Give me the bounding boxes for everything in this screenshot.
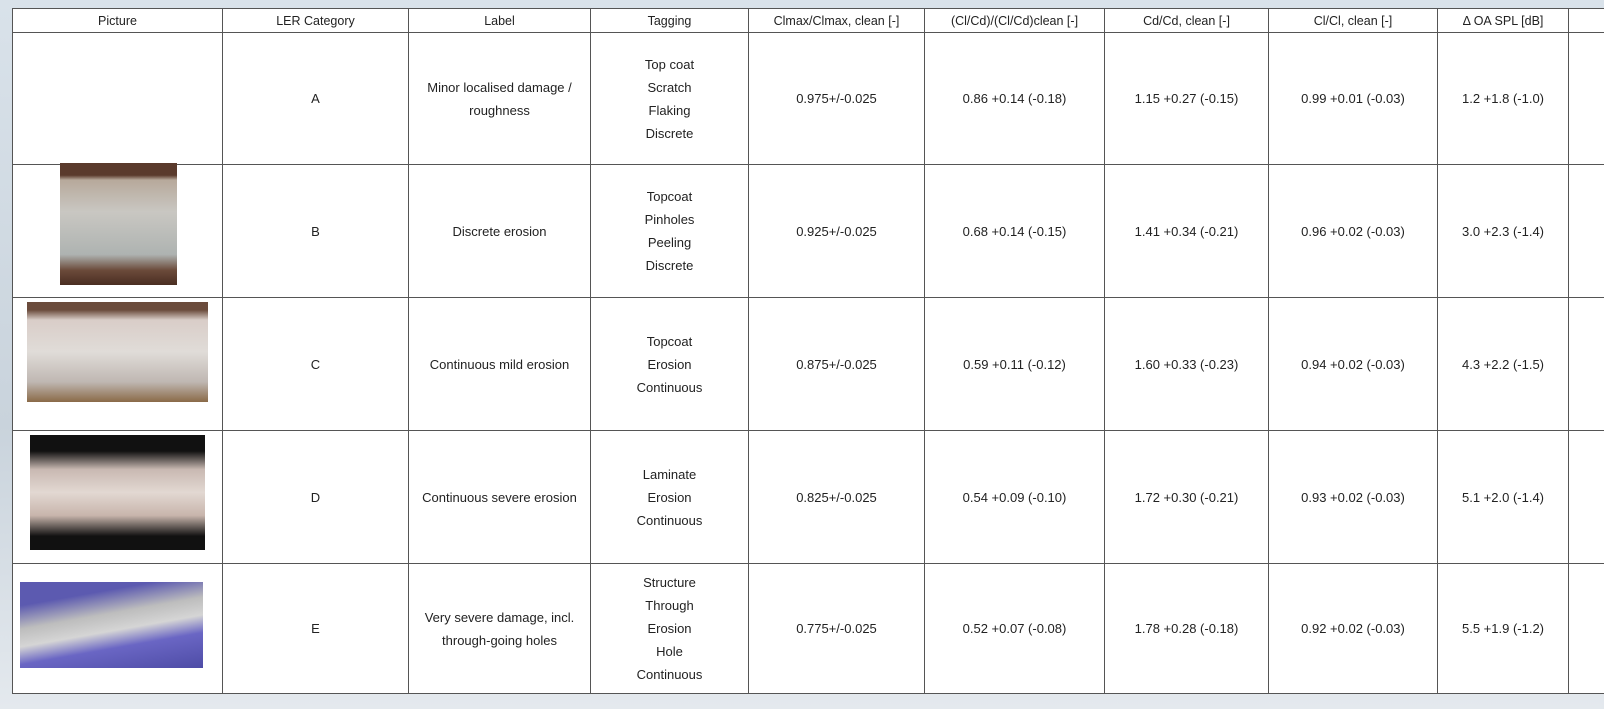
cell	[1568, 430, 1604, 564]
column-header: Picture	[12, 8, 223, 33]
category-cell: A	[222, 32, 409, 165]
spl-cell: 5.1 +2.0 (-1.4)	[1437, 430, 1569, 564]
column-header: Δ OA SPL [dB]	[1437, 8, 1569, 33]
tag: Laminate	[642, 466, 697, 482]
clcd-cell: 0.68 +0.14 (-0.15)	[924, 164, 1105, 298]
cl-cell: 0.93 +0.02 (-0.03)	[1268, 430, 1438, 564]
cl-cell: 0.99 +0.01 (-0.03)	[1268, 32, 1438, 165]
label-cell: Very severe damage, incl. through-going …	[408, 563, 591, 694]
tag: Pinholes	[644, 212, 695, 227]
tag: Erosion	[647, 356, 692, 372]
clcd-cell: 0.59 +0.11 (-0.12)	[924, 297, 1105, 431]
label-cell: Discrete erosion	[408, 164, 591, 298]
tag: Scratch	[647, 79, 692, 95]
header-cell	[1568, 8, 1604, 33]
tag: Continuous	[636, 512, 703, 528]
cd-cell: 1.15 +0.27 (-0.15)	[1104, 32, 1269, 165]
spl-cell: 4.3 +2.2 (-1.5)	[1437, 297, 1569, 431]
clcd-cell: 0.52 +0.07 (-0.08)	[924, 563, 1105, 694]
cl-cell: 0.96 +0.02 (-0.03)	[1268, 164, 1438, 298]
tag: Topcoat	[646, 189, 693, 204]
tag: Peeling	[647, 235, 692, 250]
cell	[1568, 297, 1604, 431]
column-header: Cd/Cd, clean [-]	[1104, 8, 1269, 33]
tag: Erosion	[647, 621, 692, 636]
category-cell: E	[222, 563, 409, 694]
cell	[1568, 32, 1604, 165]
tag: Through	[645, 598, 694, 613]
clmax-cell: 0.875+/-0.025	[748, 297, 925, 431]
photo	[30, 435, 205, 550]
tag: Hole	[656, 644, 683, 659]
tagging-cell: Top coat Scratch Flaking Discrete	[590, 32, 749, 165]
cl-cell: 0.92 +0.02 (-0.03)	[1268, 563, 1438, 694]
category-cell: D	[222, 430, 409, 564]
photo	[60, 163, 177, 285]
ler-table: Picture LER Category Label Tagging Clmax/Clm…	[12, 8, 1604, 694]
header-row: Picture LER Category Label Tagging Clmax/Clm…	[12, 8, 1604, 33]
tag: Discrete	[645, 125, 694, 141]
cell	[1568, 164, 1604, 298]
column-header: (Cl/Cd)/(Cl/Cd)clean [-]	[924, 8, 1105, 33]
column-header: Tagging	[590, 8, 749, 33]
table-row: E Very severe damage, incl. through-going…	[12, 563, 1604, 694]
clmax-cell: 0.925+/-0.025	[748, 164, 925, 298]
tag: Continuous	[636, 667, 703, 682]
clcd-cell: 0.86 +0.14 (-0.18)	[924, 32, 1105, 165]
clmax-cell: 0.975+/-0.025	[748, 32, 925, 165]
tagging-cell: Laminate Erosion Continuous	[590, 430, 749, 564]
table-row: C Continuous mild erosion Topcoat Erosion Co…	[12, 297, 1604, 431]
cell	[1568, 563, 1604, 694]
clcd-cell: 0.54 +0.09 (-0.10)	[924, 430, 1105, 564]
clmax-cell: 0.775+/-0.025	[748, 563, 925, 694]
column-header: LER Category	[222, 8, 409, 33]
column-header: Label	[408, 8, 591, 33]
tagging-cell: Topcoat Erosion Continuous	[590, 297, 749, 431]
tagging-cell: Structure Through Erosion Hole Continuous	[590, 563, 749, 694]
category-cell: C	[222, 297, 409, 431]
tag: Top coat	[644, 56, 695, 72]
tag: Topcoat	[646, 333, 693, 349]
cd-cell: 1.60 +0.33 (-0.23)	[1104, 297, 1269, 431]
label-cell: Continuous severe erosion	[408, 430, 591, 564]
tag: Structure	[643, 575, 696, 590]
spl-cell: 5.5 +1.9 (-1.2)	[1437, 563, 1569, 694]
tag: Flaking	[648, 102, 691, 118]
tag: Erosion	[647, 489, 692, 505]
cd-cell: 1.41 +0.34 (-0.21)	[1104, 164, 1269, 298]
table-row: B Discrete erosion Topcoat Pinholes Peeling D…	[12, 164, 1604, 298]
clmax-cell: 0.825+/-0.025	[748, 430, 925, 564]
spl-cell: 3.0 +2.3 (-1.4)	[1437, 164, 1569, 298]
category-cell: B	[222, 164, 409, 298]
spl-cell: 1.2 +1.8 (-1.0)	[1437, 32, 1569, 165]
tag: Continuous	[636, 379, 703, 395]
cl-cell: 0.94 +0.02 (-0.03)	[1268, 297, 1438, 431]
label-cell: Minor localised damage / roughness	[408, 32, 591, 165]
table-row: A Minor localised damage / roughness Top c…	[12, 32, 1604, 165]
picture-cell	[12, 32, 223, 165]
cd-cell: 1.72 +0.30 (-0.21)	[1104, 430, 1269, 564]
photo	[20, 582, 203, 668]
tagging-cell: Topcoat Pinholes Peeling Discrete	[590, 164, 749, 298]
tag: Discrete	[645, 258, 694, 273]
column-header: Cl/Cl, clean [-]	[1268, 8, 1438, 33]
table-row: D Continuous severe erosion Laminate Erosio…	[12, 430, 1604, 564]
label-cell: Continuous mild erosion	[408, 297, 591, 431]
column-header: Clmax/Clmax, clean [-]	[748, 8, 925, 33]
cd-cell: 1.78 +0.28 (-0.18)	[1104, 563, 1269, 694]
photo	[27, 302, 208, 402]
table-body: A Minor localised damage / roughness Top c…	[12, 32, 1604, 694]
